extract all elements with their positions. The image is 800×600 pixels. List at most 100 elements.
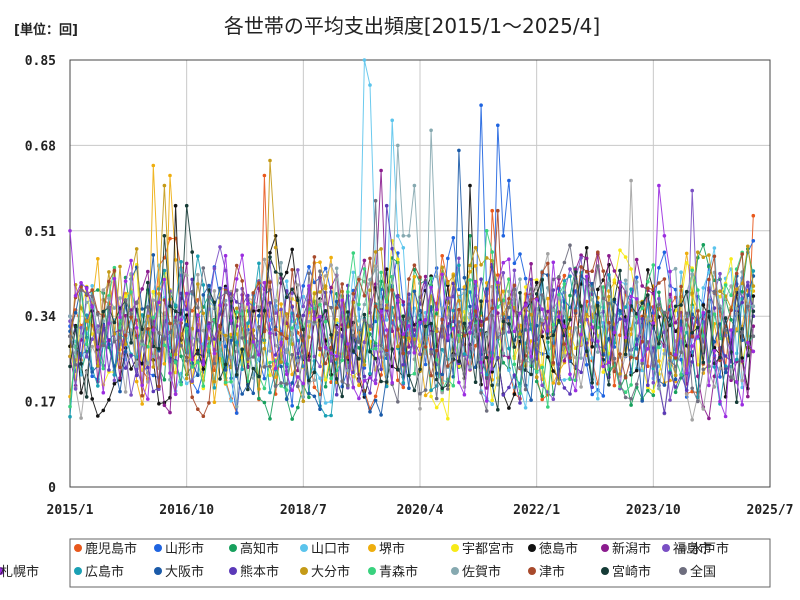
data-point	[629, 403, 633, 407]
data-point	[296, 405, 300, 410]
data-point	[451, 383, 456, 388]
data-point	[634, 280, 639, 284]
data-point	[240, 253, 244, 258]
data-point	[323, 384, 328, 389]
data-point	[584, 349, 589, 354]
data-point	[707, 383, 711, 388]
data-point	[507, 315, 511, 320]
data-point	[423, 317, 428, 322]
data-point	[496, 123, 500, 128]
data-point	[323, 309, 328, 313]
data-point	[118, 336, 122, 340]
data-point	[351, 385, 356, 390]
data-point	[107, 321, 111, 326]
data-point	[501, 351, 506, 356]
data-point	[746, 304, 750, 309]
data-point	[468, 263, 472, 268]
data-point	[212, 351, 217, 356]
data-point	[362, 379, 367, 383]
data-point	[323, 266, 328, 271]
data-point	[346, 368, 350, 373]
data-point	[696, 325, 700, 330]
data-point	[684, 388, 689, 393]
data-point	[379, 413, 383, 417]
data-point	[712, 254, 717, 259]
data-point	[518, 332, 522, 336]
data-point	[351, 349, 356, 353]
data-point	[740, 252, 744, 256]
data-point	[329, 413, 333, 418]
data-point	[73, 387, 78, 391]
data-point	[690, 360, 694, 364]
data-point	[262, 365, 267, 369]
data-point	[568, 356, 572, 360]
data-point	[662, 330, 667, 335]
data-point	[429, 128, 433, 133]
legend-marker	[74, 567, 82, 575]
data-point	[634, 297, 639, 301]
data-point	[184, 381, 189, 386]
data-point	[112, 306, 117, 310]
data-point	[184, 326, 189, 331]
data-point	[273, 298, 278, 303]
data-point	[457, 307, 461, 312]
data-point	[579, 256, 583, 260]
data-point	[429, 394, 433, 399]
data-point	[384, 328, 389, 332]
data-point	[746, 283, 750, 288]
data-point	[473, 279, 478, 284]
data-point	[134, 364, 139, 368]
y-tick-label: 0.34	[25, 310, 56, 325]
data-point	[90, 288, 94, 292]
data-point	[468, 234, 472, 238]
data-point	[218, 245, 222, 249]
data-point	[273, 375, 278, 379]
data-point	[740, 356, 744, 360]
data-point	[562, 282, 567, 286]
data-point	[507, 305, 511, 310]
data-point	[629, 332, 633, 337]
data-point	[307, 358, 311, 362]
legend-marker	[601, 544, 609, 552]
data-point	[507, 368, 511, 373]
data-point	[284, 312, 289, 316]
data-point	[151, 354, 156, 359]
data-point	[384, 283, 389, 287]
data-point	[107, 342, 111, 347]
data-point	[223, 344, 228, 349]
data-point	[568, 392, 572, 396]
data-point	[418, 391, 422, 396]
data-point	[184, 273, 189, 278]
data-point	[284, 382, 289, 386]
data-point	[601, 394, 606, 398]
data-point	[634, 368, 639, 373]
data-point	[301, 304, 306, 309]
data-point	[201, 283, 206, 287]
data-point	[512, 392, 517, 397]
data-point	[90, 397, 94, 401]
data-point	[673, 329, 678, 334]
data-point	[573, 388, 578, 393]
data-point	[540, 307, 544, 312]
data-point	[462, 321, 467, 326]
data-point	[112, 364, 117, 368]
data-point	[529, 277, 533, 282]
data-point	[273, 384, 278, 389]
data-point	[334, 306, 339, 310]
data-point	[129, 353, 133, 358]
data-point	[684, 392, 689, 397]
data-point	[90, 284, 94, 288]
data-point	[162, 362, 167, 366]
data-point	[84, 313, 89, 318]
data-point	[396, 378, 400, 383]
data-point	[429, 350, 433, 354]
data-point	[179, 343, 183, 348]
data-point	[262, 257, 267, 262]
data-point	[123, 349, 128, 354]
data-point	[634, 275, 639, 280]
data-point	[540, 318, 544, 323]
data-point	[268, 390, 272, 395]
data-point	[407, 324, 411, 328]
data-point	[129, 258, 133, 263]
data-point	[184, 291, 189, 296]
